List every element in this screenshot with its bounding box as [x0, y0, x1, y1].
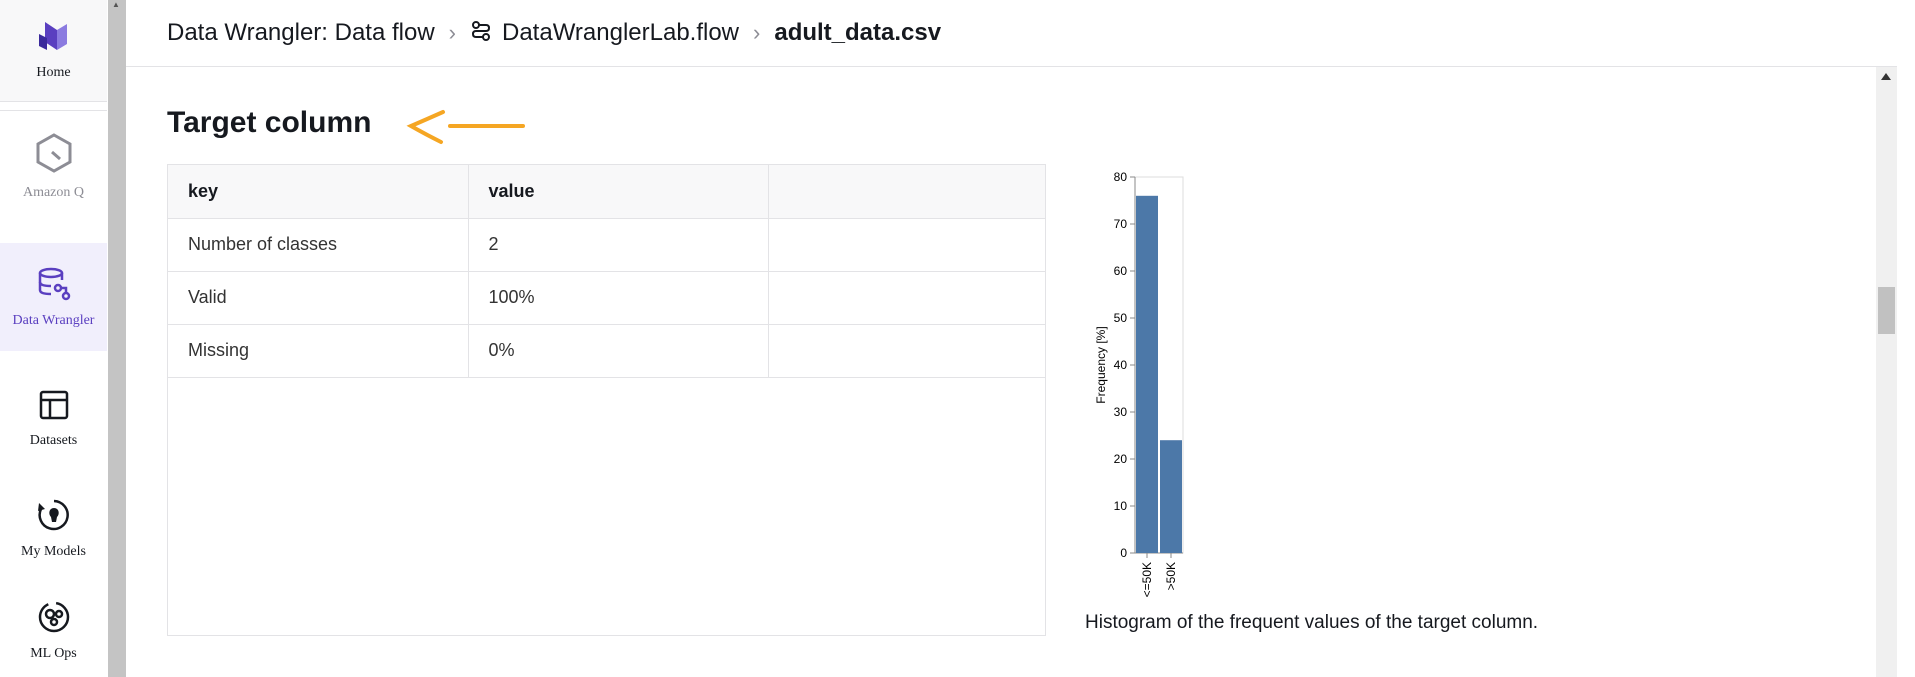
- annotation-arrow-icon: [405, 108, 527, 151]
- flow-icon: [470, 20, 492, 47]
- table-cell-empty: [768, 271, 1045, 325]
- histogram-bar: [1160, 440, 1182, 553]
- y-tick-label: 50: [1114, 311, 1128, 325]
- data-wrangler-icon: [36, 266, 72, 307]
- my-models-icon: [36, 497, 72, 538]
- target-column-table: key value Number of classes 2 Valid 100%…: [167, 164, 1046, 636]
- table-cell-empty: [768, 218, 1045, 272]
- column-header-key: key: [168, 165, 469, 219]
- breadcrumb-current-dataset: adult_data.csv: [774, 19, 942, 46]
- window-edge: [1897, 0, 1915, 677]
- home-logo-icon: [37, 20, 71, 59]
- y-tick-label: 30: [1114, 405, 1128, 419]
- frequency-histogram: 0 10 20 30 40 50 60 70 80 Frequency [%] <=50K >50K: [1094, 170, 1184, 597]
- table-header-row: key value: [168, 165, 1045, 219]
- ml-ops-icon: [36, 599, 72, 640]
- table-cell-key: Valid: [168, 271, 469, 325]
- table-row: Valid 100%: [168, 271, 1045, 325]
- scrollbar-thumb[interactable]: [1878, 287, 1895, 334]
- y-tick-label: 70: [1114, 217, 1128, 231]
- breadcrumb: Data Wrangler: Data flow › DataWranglerL…: [126, 0, 1897, 67]
- nav-item-data-wrangler[interactable]: Data Wrangler: [0, 243, 107, 351]
- column-header-empty: [768, 165, 1045, 219]
- table-cell-value: 100%: [468, 271, 769, 325]
- scroll-up-icon[interactable]: [1881, 73, 1891, 80]
- nav-label-datasets: Datasets: [29, 432, 78, 448]
- datasets-icon: [37, 388, 71, 427]
- table-cell-empty: [768, 324, 1045, 378]
- nav-label-home: Home: [36, 65, 71, 80]
- nav-item-ml-ops[interactable]: ML Ops: [0, 584, 107, 677]
- nav-label-my-models: My Models: [21, 543, 86, 559]
- histogram-bar: [1136, 195, 1158, 554]
- table-cell-value: 2: [468, 218, 769, 272]
- chevron-right-icon: ›: [753, 20, 761, 45]
- breadcrumb-data-flow[interactable]: Data Wrangler: Data flow: [167, 19, 435, 46]
- amazon-q-icon: [34, 132, 74, 179]
- section-title: Target column: [167, 106, 372, 139]
- y-tick-label: 20: [1114, 452, 1128, 466]
- y-tick-label: 80: [1114, 170, 1128, 184]
- vertical-scrollbar[interactable]: [1876, 67, 1897, 677]
- nav-item-amazon-q[interactable]: Amazon Q: [0, 112, 107, 220]
- table-row: Missing 0%: [168, 324, 1045, 378]
- nav-item-my-models[interactable]: My Models: [0, 474, 107, 582]
- nav-label-data-wrangler: Data Wrangler: [12, 312, 95, 328]
- splitter-arrow-icon: ▲: [112, 0, 120, 9]
- x-tick-label: >50K: [1164, 562, 1178, 590]
- nav-item-datasets[interactable]: Datasets: [0, 364, 107, 472]
- column-header-value: value: [468, 165, 769, 219]
- panel-splitter[interactable]: ▲: [108, 0, 126, 677]
- chart-caption: Histogram of the frequent values of the …: [1085, 612, 1539, 633]
- table-cell-value: 0%: [468, 324, 769, 378]
- nav-item-home[interactable]: Home: [0, 0, 107, 102]
- table-row: Number of classes 2: [168, 218, 1045, 272]
- x-tick-label: <=50K: [1140, 562, 1154, 597]
- breadcrumb-flow-file[interactable]: DataWranglerLab.flow: [502, 19, 740, 46]
- y-tick-label: 60: [1114, 264, 1128, 278]
- y-tick-label: 40: [1114, 358, 1128, 372]
- nav-divider: [0, 110, 107, 111]
- chevron-right-icon: ›: [448, 20, 456, 45]
- left-navigation: Home Amazon Q Data Wrangler: [0, 0, 108, 677]
- table-cell-key: Missing: [168, 324, 469, 378]
- y-tick-label: 10: [1114, 499, 1128, 513]
- table-cell-key: Number of classes: [168, 218, 469, 272]
- y-tick-label: 0: [1120, 546, 1127, 560]
- y-axis-label: Frequency [%]: [1094, 326, 1108, 403]
- nav-label-ml-ops: ML Ops: [30, 646, 77, 661]
- nav-label-amazon-q: Amazon Q: [22, 184, 85, 200]
